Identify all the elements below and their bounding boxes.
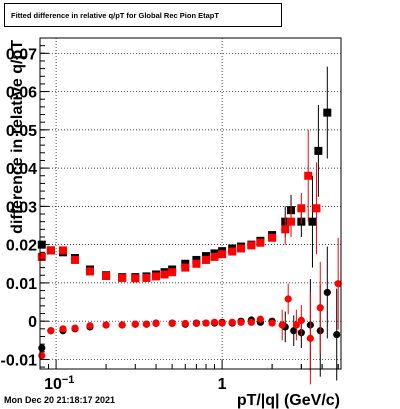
y-tick-label: 0.03 [6,199,37,216]
y-axis-title: difference in relative q/pT [9,40,26,234]
data-point-circle [268,319,276,327]
data-point-circle [228,318,236,326]
data-point-circle [168,319,176,328]
data-point-square [308,217,317,226]
data-point-circle [247,318,255,326]
y-tick-label: -0.01 [1,352,38,369]
data-point-circle [152,319,160,328]
data-point-square [247,241,256,250]
data-point-square [142,273,151,282]
x-axis-title: pT/|q| (GeV/c) [237,392,340,409]
data-point-square [210,252,219,261]
data-point-square [323,108,332,117]
data-point-square [218,250,227,259]
data-point-square [102,272,111,281]
axes: 10−1 1 -0.01 0 0.01 0.02 0.03 0.04 0.05 0.06 0.07 p… [1,40,340,409]
data-point-square [314,146,323,155]
data-point-circle [86,322,94,330]
y-tick-label: 0 [28,314,37,331]
y-tick-label: 0.05 [6,123,37,140]
data-point-square [202,255,211,264]
data-point-circle [316,304,324,312]
grid-lines [40,38,341,369]
data-point-circle [256,315,264,323]
data-point-circle [142,320,151,328]
data-point-circle [102,321,110,329]
plot-frame [39,37,342,370]
data-point-square [118,273,127,282]
data-point-circle [59,325,67,333]
data-point-square [37,252,46,261]
x-tick-label: 1 [218,376,227,393]
data-point-circle [38,344,46,352]
chart-title: Fitted difference in relative q/pT for G… [11,10,219,20]
data-point-square [192,259,201,268]
data-point-circle [47,327,55,335]
data-point-circle [278,321,286,329]
data-point-square [268,233,277,242]
data-point-circle [297,316,305,325]
data-point-square [281,225,290,234]
y-tick-label: 0.02 [6,238,37,255]
data-point-square [85,267,94,276]
data-point-square [304,171,313,180]
data-point-circle [218,319,226,327]
data-point-circle [290,327,298,335]
data-point-circle [334,280,342,288]
data-point-circle [237,318,245,326]
data-point-square [237,244,246,253]
data-point-square [71,255,80,264]
chart-title-box: Fitted difference in relative q/pT for G… [4,3,282,27]
data-point-square [256,238,265,247]
data-point-square [287,217,296,226]
data-point-circle [181,319,189,328]
data-point-circle [333,330,341,339]
data-point-square [168,268,177,277]
data-point-square [152,272,161,281]
data-point-square [46,246,55,255]
y-tick-label: 0.01 [6,276,37,293]
data-point-square [160,270,169,279]
data-point-square [58,246,67,255]
y-tick-label: 0.04 [6,161,37,178]
data-point-circle [210,318,219,326]
data-point-circle [38,352,46,360]
data-point-circle [306,334,314,342]
data-point-circle [202,319,210,327]
series-layer [37,66,342,385]
data-point-square [228,247,237,256]
data-point-circle [131,320,139,328]
data-point-circle [284,295,292,303]
data-point-circle [118,321,126,329]
data-point-square [131,274,140,283]
data-point-circle [192,319,201,328]
data-point-square [181,263,190,272]
x-tick-label: 10−1 [44,374,74,393]
data-point-square [297,204,306,213]
data-point-square [312,204,321,213]
timestamp-label: Mon Dec 20 21:18:17 2021 [4,395,116,405]
y-tick-label: 0.06 [6,85,37,102]
data-point-circle [71,324,79,332]
data-point-circle [292,321,300,329]
y-tick-label: 0.07 [6,46,37,63]
data-point-circle [323,288,331,297]
